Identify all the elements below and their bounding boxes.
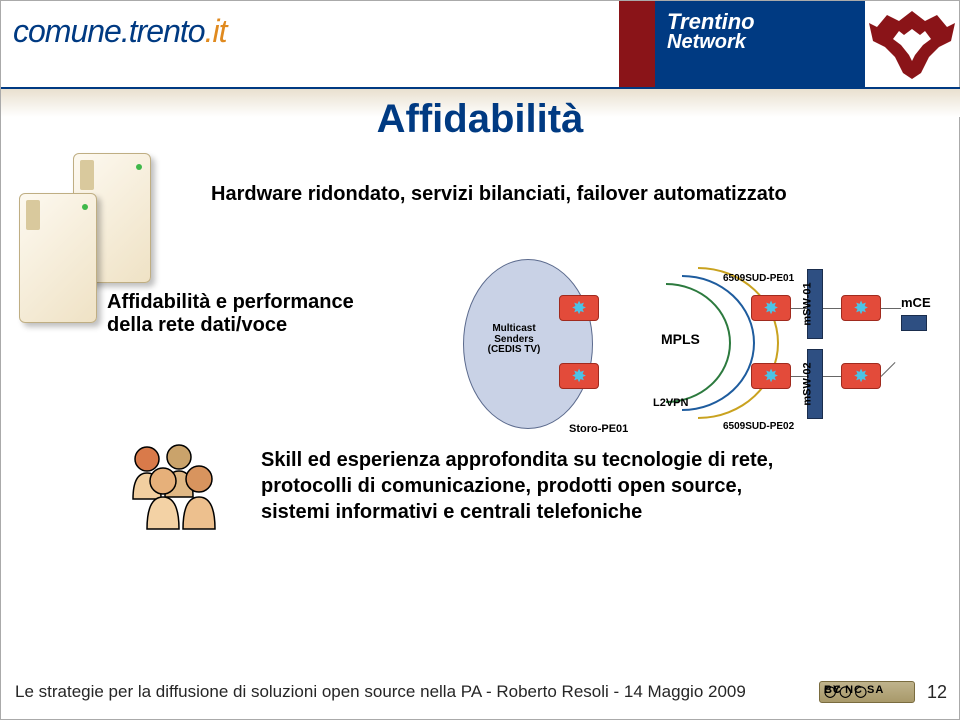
connector-line [791,376,807,377]
page-title: Affidabilità [1,97,959,142]
msw01-label: mSW-01 [802,282,814,325]
switch-icon: ✸ [841,295,881,321]
l2vpn-label: L2VPN [653,397,688,409]
brand-tld: .it [205,13,227,49]
eagle-icon [865,1,959,87]
pe01-label: 6509SUD-PE01 [723,273,794,284]
connector-line [823,308,841,309]
cc-sub: BY NC SA [824,684,884,700]
body-line-2a: Affidabilità e performance [107,291,354,314]
msw02-label: mSW-02 [802,362,814,405]
body-line-3b: protocolli di comunicazione, prodotti op… [261,473,773,499]
connector-line [881,362,896,377]
mce-bar [901,315,927,331]
network-box: Trentino Network [655,1,865,87]
network-line2: Network [667,31,857,54]
switch-icon: ✸ [559,295,599,321]
switch-icon: ✸ [751,295,791,321]
connector-line [791,308,807,309]
people-icon [119,439,229,539]
mpls-label: MPLS [661,331,700,347]
red-accent-bar [619,1,655,87]
body-line-3c: sistemi informativi e centrali telefonic… [261,499,773,525]
switch-icon: ✸ [751,363,791,389]
slide: comune.trento.it Trentino Network Affida… [0,0,960,720]
footer: Le strategie per la diffusione di soluzi… [1,681,960,703]
header: comune.trento.it Trentino Network [1,1,959,87]
mcast-l3: (CEDIS TV) [478,345,550,356]
multicast-cloud: Multicast Senders (CEDIS TV) [463,259,593,429]
multicast-labels: Multicast Senders (CEDIS TV) [478,324,550,356]
msw02-bar: mSW-02 [807,349,823,419]
connector-line [881,308,901,309]
server-tower-icon [19,193,97,323]
cc-badge-icon: CC ◯◯◯ BY NC SA [819,681,915,703]
servers-icon [19,143,159,313]
network-diagram: Multicast Senders (CEDIS TV) ✸ ✸ MPLS L2… [451,251,941,441]
footer-text: Le strategie per la diffusione di soluzi… [15,682,746,702]
body-line-2b: della rete dati/voce [107,314,354,337]
header-right: Trentino Network [619,1,959,87]
mce-label: mCE [901,295,931,310]
msw01-bar: mSW-01 [807,269,823,339]
connector-line [823,376,841,377]
switch-icon: ✸ [841,363,881,389]
switch-icon: ✸ [559,363,599,389]
body-line-1: Hardware ridondato, servizi bilanciati, … [211,183,787,206]
body-line-3a: Skill ed esperienza approfondita su tecn… [261,447,773,473]
brand-main: comune.trento [13,13,205,49]
mcast-l1: Multicast [478,324,550,335]
pe02-label: 6509SUD-PE02 [723,421,794,432]
storo-label: Storo-PE01 [569,423,628,435]
brand-logo: comune.trento.it [13,13,226,50]
page-number: 12 [927,682,947,703]
body-line-2: Affidabilità e performance della rete da… [107,291,354,337]
body-line-3: Skill ed esperienza approfondita su tecn… [261,447,773,525]
